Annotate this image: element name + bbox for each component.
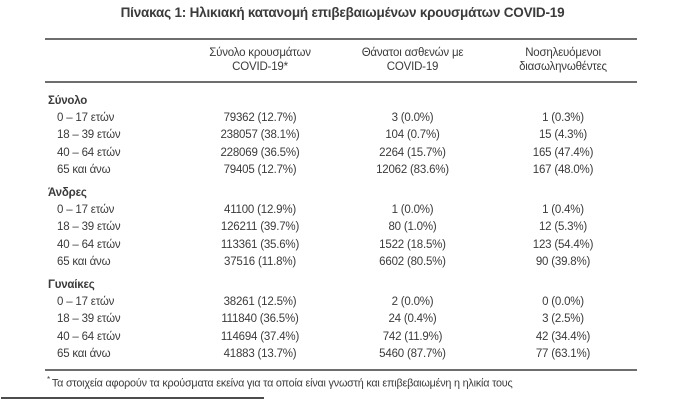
deaths-cell: 24 (0.4%) — [388, 313, 437, 326]
cases-cell: 113361 (35.6%) — [220, 238, 300, 251]
table-header: Σύνολο κρουσμάτων COVID-19* Θάνατοι ασθε… — [45, 40, 637, 83]
table-row: 18 – 39 ετών 126211 (39.7%) 80 (1.0%) 12… — [45, 219, 637, 237]
deaths-cell: 1522 (18.5%) — [379, 238, 446, 251]
header-col-age — [45, 46, 184, 74]
deaths-cell: 12062 (83.6%) — [376, 164, 449, 177]
footnote-asterisk: * — [47, 375, 50, 384]
header-col-cases-line1: Σύνολο κρουσμάτων — [209, 47, 311, 59]
intubated-cell: 1 (0.4%) — [542, 203, 584, 216]
age-label: 65 και άνω — [57, 348, 111, 361]
age-label: 0 – 17 ετών — [57, 111, 115, 124]
deaths-cell: 5460 (87.7%) — [379, 348, 446, 361]
intubated-cell: 90 (39.8%) — [535, 256, 591, 269]
age-label: 0 – 17 ετών — [57, 295, 115, 308]
deaths-cell: 104 (0.7%) — [385, 129, 440, 142]
table-row: 0 – 17 ετών 38261 (12.5%) 2 (0.0%) 0 (0.… — [45, 293, 637, 311]
page-title: Πίνακας 1: Ηλικιακή κατανομή επιβεβαιωμέ… — [120, 5, 565, 20]
age-label: 40 – 64 ετών — [57, 146, 121, 159]
header-col-deaths-line1: Θάνατοι ασθενών με — [361, 47, 464, 59]
header-col-cases: Σύνολο κρουσμάτων COVID-19* — [184, 46, 336, 74]
footnote-text: Τα στοιχεία αφορούν τα κρούσματα εκείνα … — [51, 377, 513, 390]
deaths-cell: 2264 (15.7%) — [379, 146, 446, 159]
age-label: 18 – 39 ετών — [57, 221, 121, 234]
intubated-cell: 167 (48.0%) — [532, 164, 594, 177]
age-label: 65 και άνω — [57, 256, 111, 269]
cases-cell: 126211 (39.7%) — [220, 221, 300, 234]
intubated-cell: 3 (2.5%) — [542, 313, 584, 326]
table-row: 65 και άνω 79405 (12.7%) 12062 (83.6%) 1… — [45, 162, 637, 180]
cases-cell: 228069 (36.5%) — [220, 146, 300, 159]
age-label: 0 – 17 ετών — [57, 203, 115, 216]
table-row: 0 – 17 ετών 41100 (12.9%) 1 (0.0%) 1 (0.… — [45, 201, 637, 219]
deaths-cell: 80 (1.0%) — [388, 221, 437, 234]
table-row: 40 – 64 ετών 228069 (36.5%) 2264 (15.7%)… — [45, 144, 637, 162]
table-footnote: * Τα στοιχεία αφορούν τα κρούσματα εκείνα… — [47, 375, 647, 390]
age-label: 40 – 64 ετών — [57, 330, 121, 343]
cases-cell: 38261 (12.5%) — [223, 295, 297, 308]
age-label: 65 και άνω — [57, 164, 111, 177]
table-row: 18 – 39 ετών 238057 (38.1%) 104 (0.7%) 1… — [45, 127, 637, 145]
header-col-deaths: Θάνατοι ασθενών με COVID-19 — [336, 46, 489, 74]
header-col-intubated-line2: διασωληνωθέντες — [519, 61, 607, 73]
cases-cell: 238057 (38.1%) — [220, 129, 300, 142]
intubated-cell: 0 (0.0%) — [542, 295, 584, 308]
cases-cell: 79405 (12.7%) — [223, 164, 297, 177]
cases-cell: 37516 (11.8%) — [224, 256, 296, 269]
cases-cell: 79362 (12.7%) — [223, 111, 297, 124]
group-header-total: Σύνολο — [48, 95, 88, 107]
header-col-deaths-line2: COVID-19 — [386, 61, 439, 73]
table-row: 0 – 17 ετών 79362 (12.7%) 3 (0.0%) 1 (0.… — [45, 109, 637, 127]
group-header-women: Γυναίκες — [48, 279, 95, 291]
intubated-cell: 123 (54.4%) — [532, 238, 594, 251]
header-col-intubated: Νοσηλευόμενοι διασωληνωθέντες — [489, 46, 637, 74]
intubated-cell: 12 (5.3%) — [538, 221, 588, 234]
header-col-intubated-line1: Νοσηλευόμενοι — [525, 47, 601, 59]
deaths-cell: 6602 (80.5%) — [379, 256, 446, 269]
deaths-cell: 3 (0.0%) — [391, 111, 434, 124]
intubated-cell: 1 (0.3%) — [542, 111, 584, 124]
header-col-cases-line2: COVID-19* — [232, 61, 288, 73]
age-label: 40 – 64 ετών — [57, 238, 121, 251]
deaths-cell: 1 (0.0%) — [391, 203, 434, 216]
table-row: 40 – 64 ετών 114694 (37.4%) 742 (11.9%) … — [45, 328, 637, 346]
intubated-cell: 15 (4.3%) — [538, 129, 588, 142]
cases-cell: 41883 (13.7%) — [223, 348, 297, 361]
intubated-cell: 42 (34.4%) — [535, 330, 591, 343]
cases-cell: 41100 (12.9%) — [224, 203, 296, 216]
deaths-cell: 742 (11.9%) — [382, 330, 443, 343]
table-row: 18 – 39 ετών 111840 (36.5%) 24 (0.4%) 3 … — [45, 311, 637, 329]
covid-age-table: Σύνολο κρουσμάτων COVID-19* Θάνατοι ασθε… — [45, 38, 637, 371]
table-row: 40 – 64 ετών 113361 (35.6%) 1522 (18.5%)… — [45, 236, 637, 254]
age-label: 18 – 39 ετών — [57, 129, 121, 142]
table-row: 65 και άνω 41883 (13.7%) 5460 (87.7%) 77… — [45, 346, 637, 364]
age-label: 18 – 39 ετών — [57, 313, 121, 326]
table-row: 65 και άνω 37516 (11.8%) 6602 (80.5%) 90… — [45, 254, 637, 272]
cases-cell: 114694 (37.4%) — [220, 330, 300, 343]
deaths-cell: 2 (0.0%) — [391, 295, 434, 308]
page-footer-separator — [1, 397, 264, 399]
cases-cell: 111840 (36.5%) — [221, 313, 299, 326]
table-body: Σύνολο 0 – 17 ετών 79362 (12.7%) 3 (0.0%… — [45, 83, 637, 371]
group-header-men: Άνδρες — [48, 187, 87, 199]
intubated-cell: 77 (63.1%) — [535, 348, 591, 361]
intubated-cell: 165 (47.4%) — [532, 146, 594, 159]
